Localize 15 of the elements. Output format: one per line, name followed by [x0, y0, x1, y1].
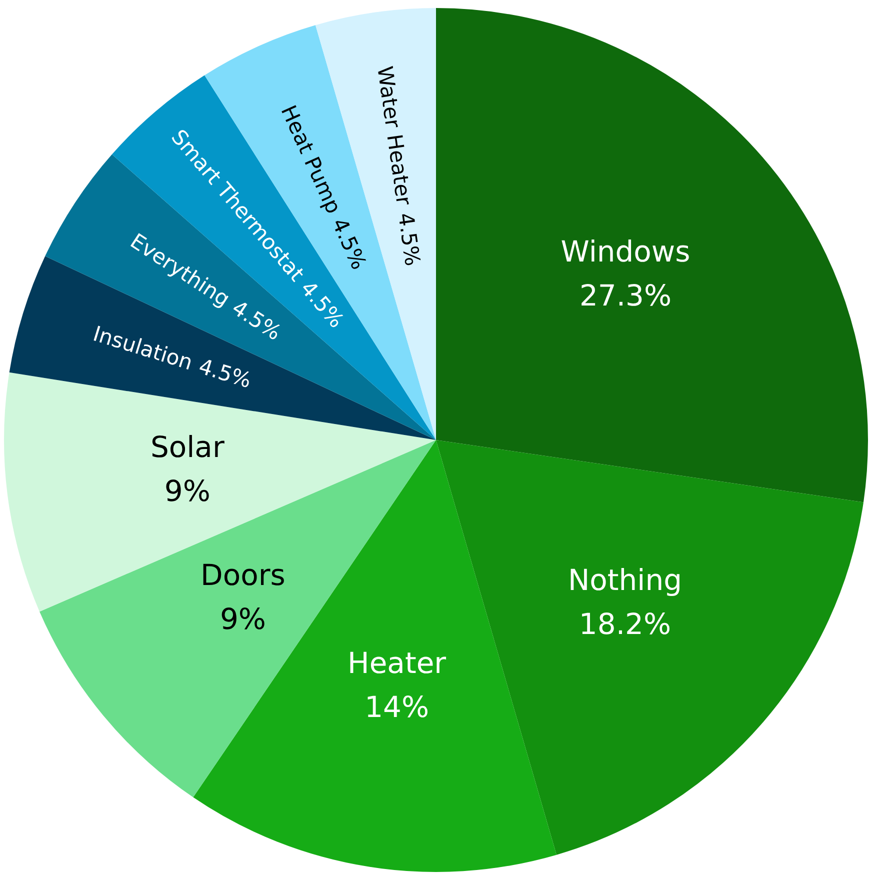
slice-label: Doors	[200, 558, 286, 592]
data-label: 4.5%	[393, 211, 425, 268]
slice-label: Nothing	[568, 563, 682, 598]
data-label: 9%	[164, 474, 210, 508]
slice-label: Heater	[348, 646, 446, 680]
data-label: 4.5%	[327, 214, 372, 274]
data-label: 4.5%	[196, 354, 254, 393]
slice-label: Solar	[150, 430, 224, 464]
data-label: 9%	[220, 602, 266, 636]
slice-label: Windows	[560, 234, 690, 269]
data-label: 27.3%	[579, 278, 672, 313]
slice-label: Heat Pump	[276, 102, 346, 218]
data-label: 18.2%	[578, 607, 672, 642]
data-label: 14%	[364, 690, 430, 724]
slice-label: Water Heater	[372, 64, 416, 208]
